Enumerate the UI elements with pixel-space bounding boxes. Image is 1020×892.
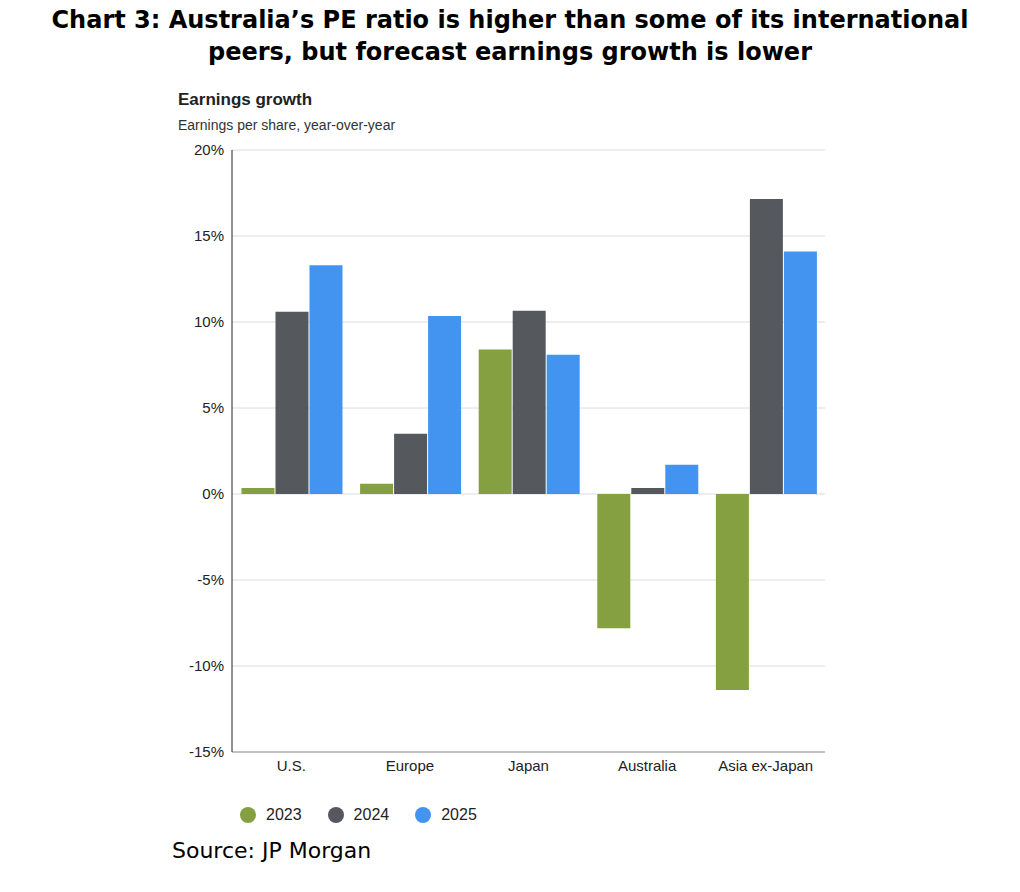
- svg-text:20%: 20%: [194, 141, 224, 158]
- svg-text:Europe: Europe: [386, 757, 434, 774]
- svg-text:U.S.: U.S.: [277, 757, 306, 774]
- html-text:Chart 3: Australia’s PE ratio: Chart 3: Australia’s PE ratio is higher …: [51, 6, 969, 66]
- svg-text:-15%: -15%: [189, 743, 224, 760]
- html-text:2024: 2024: [353, 806, 390, 823]
- html-text:Earnings per share, year-over-: Earnings per share, year-over-year: [178, 117, 396, 133]
- svg-text:0%: 0%: [202, 485, 224, 502]
- svg-text:15%: 15%: [194, 227, 224, 244]
- svg-text:5%: 5%: [202, 399, 224, 416]
- svg-text:Japan: Japan: [508, 757, 549, 774]
- html-text:Source: JP Morgan: Source: JP Morgan: [172, 838, 372, 863]
- svg-text:Asia ex-Japan: Asia ex-Japan: [718, 757, 813, 774]
- html-text:Earnings growth: Earnings growth: [178, 90, 313, 109]
- svg-text:Australia: Australia: [618, 757, 677, 774]
- svg-text:-10%: -10%: [189, 657, 224, 674]
- svg-text:-5%: -5%: [197, 571, 224, 588]
- html-text:2023: 2023: [266, 806, 302, 823]
- svg-text:10%: 10%: [194, 313, 224, 330]
- html-text:2025: 2025: [441, 806, 477, 823]
